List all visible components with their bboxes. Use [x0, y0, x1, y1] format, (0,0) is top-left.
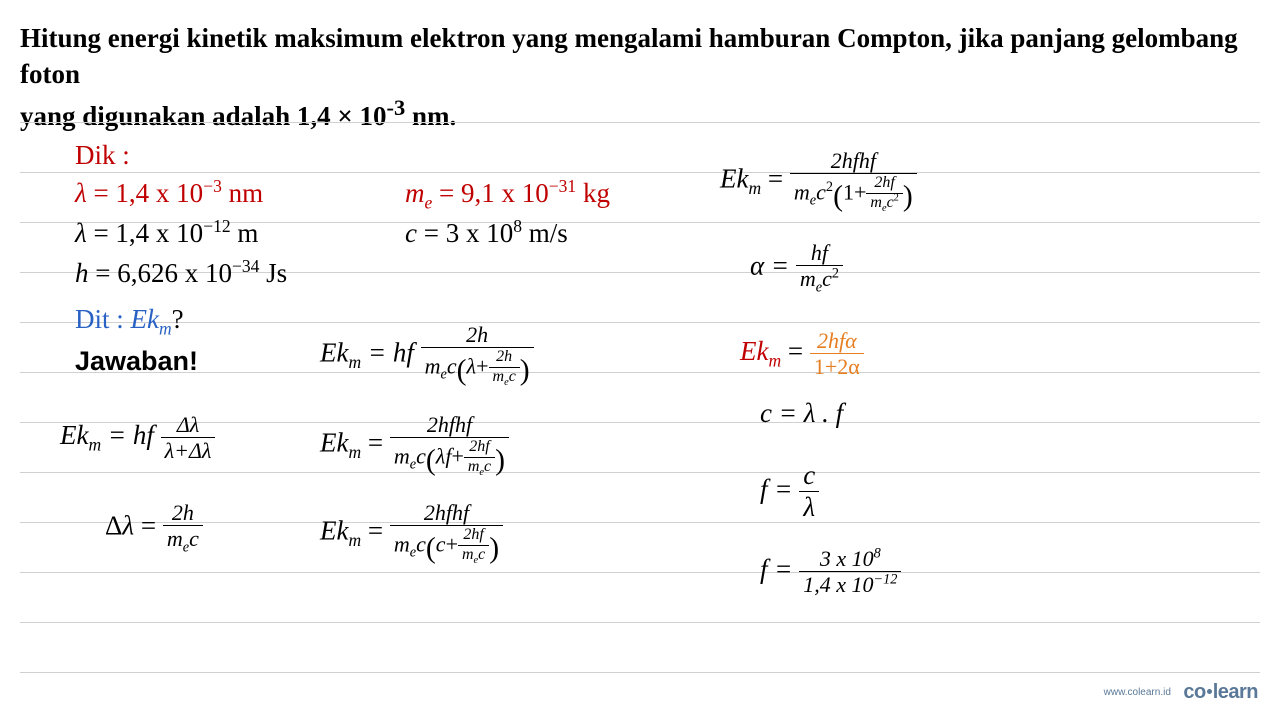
ekm-formula-5: Ekm = 2hfhf mec2(1+2hfmec2) [720, 148, 917, 215]
dit-label: Dit : Ekm? [75, 304, 184, 339]
rule [20, 572, 1260, 573]
planck-h: h = 6,626 x 10−34 Js [75, 258, 287, 289]
lambda-1: λ = 1,4 x 10−3 nm [75, 178, 263, 209]
alpha-def: α = hfmec2 [750, 240, 843, 296]
rule [20, 472, 1260, 473]
rule [20, 622, 1260, 623]
delta-lambda: Δλ = 2hmec [105, 500, 203, 556]
footer-url: www.colearn.id [1104, 687, 1171, 698]
dot-icon [1207, 689, 1212, 694]
f-value: f = 3 x 108 1,4 x 10−12 [760, 546, 901, 598]
question-line1: Hitung energi kinetik maksimum elektron … [20, 23, 1238, 89]
dik-label: Dik : [75, 140, 130, 171]
question-sup: -3 [387, 95, 406, 120]
ekm-formula-4: Ekm = 2hfhf mec(c+2hfmec) [320, 500, 503, 567]
question-line2a: yang digunakan adalah 1,4 × 10 [20, 101, 387, 131]
footer-brand: colearn [1183, 681, 1258, 703]
footer: www.colearn.id colearn [1104, 681, 1258, 704]
rule [20, 122, 1260, 123]
rule [20, 322, 1260, 323]
rule [20, 672, 1260, 673]
speed-of-light: c = 3 x 108 m/s [405, 218, 568, 249]
ekm-formula-3: Ekm = 2hfhf mec(λf+2hfmec) [320, 412, 509, 479]
f-equals-c-over-lambda: f = cλ [760, 460, 819, 523]
ekm-formula-2: Ekm = hf 2h mec(λ+2hmec) [320, 322, 534, 389]
question-text: Hitung energi kinetik maksimum elektron … [20, 20, 1260, 134]
ekm-formula-6: Ekm = 2hfα1+2α [740, 328, 864, 380]
electron-mass: me = 9,1 x 10−31 kg [405, 178, 610, 213]
rule [20, 372, 1260, 373]
question-line2b: nm. [405, 101, 456, 131]
ekm-formula-1: Ekm = hf Δλλ+Δλ [60, 412, 215, 464]
rule [20, 172, 1260, 173]
c-lambda-f: c = λ . f [760, 398, 843, 429]
rule [20, 522, 1260, 523]
lambda-2: λ = 1,4 x 10−12 m [75, 218, 258, 249]
jawaban-label: Jawaban! [75, 346, 198, 377]
